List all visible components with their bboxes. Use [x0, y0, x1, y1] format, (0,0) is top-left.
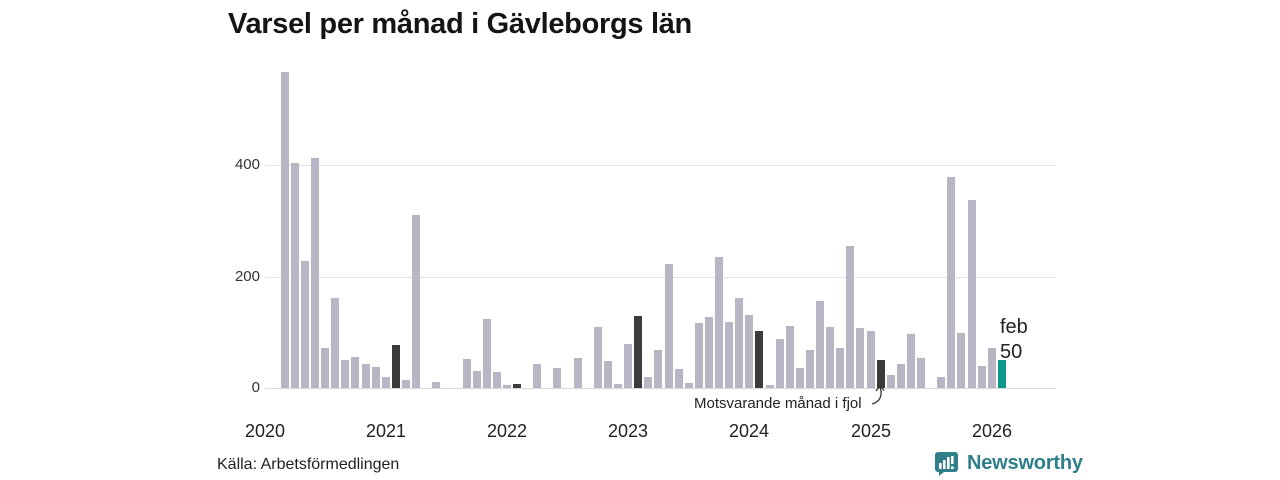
bar-2021-02 [392, 345, 400, 388]
bar-2023-01 [624, 344, 632, 388]
bar-2020-06 [311, 158, 319, 388]
bar-2024-02 [755, 331, 763, 388]
bar-2025-05 [907, 334, 915, 388]
bar-2022-02 [513, 384, 521, 388]
bar-2021-06 [432, 382, 440, 388]
bar-2024-09 [826, 327, 834, 388]
brand-name: Newsworthy [967, 452, 1083, 474]
gridline-y-400 [265, 165, 1056, 166]
bar-2020-11 [362, 364, 370, 388]
comparison-annotation: Motsvarande månad i fjol [694, 395, 862, 412]
bar-2023-12 [735, 298, 743, 388]
bar-2022-01 [503, 385, 511, 388]
bar-2024-07 [806, 350, 814, 388]
bar-2020-07 [321, 348, 329, 388]
bar-2021-03 [402, 380, 410, 388]
highlight-month: feb [1000, 316, 1028, 338]
bar-2025-01 [867, 331, 875, 388]
x-tick-label-2022: 2022 [486, 421, 528, 441]
bar-2024-03 [766, 385, 774, 388]
bar-2025-03 [887, 375, 895, 388]
x-tick-label-2023: 2023 [607, 421, 649, 441]
bar-2021-12 [493, 372, 501, 388]
bar-2025-02 [877, 360, 885, 388]
bar-2023-11 [725, 322, 733, 388]
bar-2024-04 [776, 339, 784, 388]
highlight-value: 50 [1000, 341, 1023, 363]
bar-2025-12 [978, 366, 986, 388]
bar-2023-04 [654, 350, 662, 388]
bar-2023-08 [695, 323, 703, 388]
bar-2023-09 [705, 317, 713, 388]
annotation-arrow-icon [871, 384, 885, 405]
y-tick-label-200: 200 [234, 268, 260, 285]
bar-2023-03 [644, 377, 652, 388]
bar-2022-12 [614, 384, 622, 388]
bar-2021-04 [412, 215, 420, 388]
bar-2021-11 [483, 319, 491, 388]
bar-2024-05 [786, 326, 794, 388]
bar-2022-06 [553, 368, 561, 388]
y-tick-label-0: 0 [251, 379, 260, 396]
x-tick-label-2024: 2024 [728, 421, 770, 441]
bar-2026-02 [998, 360, 1006, 388]
bar-2020-04 [291, 163, 299, 388]
bar-2024-11 [846, 246, 854, 388]
source-label: Källa: Arbetsförmedlingen [217, 456, 400, 473]
x-tick-label-2026: 2026 [971, 421, 1013, 441]
bar-2023-06 [675, 369, 683, 388]
bar-2025-08 [937, 377, 945, 388]
x-tick-label-2020: 2020 [244, 421, 286, 441]
bar-2024-12 [856, 328, 864, 388]
bar-2021-09 [463, 359, 471, 388]
bar-2022-10 [594, 327, 602, 388]
bar-2026-01 [988, 348, 996, 388]
bar-2023-05 [665, 264, 673, 388]
bar-2024-10 [836, 348, 844, 388]
bar-2023-10 [715, 257, 723, 388]
bar-2024-01 [745, 315, 753, 388]
bar-2025-11 [968, 200, 976, 388]
bar-2025-06 [917, 358, 925, 388]
bar-2020-12 [372, 367, 380, 388]
bar-2020-05 [301, 261, 309, 388]
x-tick-label-2025: 2025 [850, 421, 892, 441]
highlight-label: feb 50 [1000, 315, 1028, 365]
bar-2025-04 [897, 364, 905, 388]
bar-2021-10 [473, 371, 481, 388]
bar-2025-10 [957, 333, 965, 388]
gridline-y-0 [265, 388, 1056, 389]
y-tick-label-400: 400 [234, 156, 260, 173]
chart-title: Varsel per månad i Gävleborgs län [228, 8, 692, 40]
newsworthy-bubble-chart-icon [935, 452, 958, 476]
bar-2022-08 [574, 358, 582, 388]
bar-2023-07 [685, 383, 693, 388]
bar-2022-04 [533, 364, 541, 388]
newsworthy-logo: Newsworthy [933, 450, 1083, 477]
bar-2020-08 [331, 298, 339, 388]
bar-2020-10 [351, 357, 359, 388]
bar-2020-09 [341, 360, 349, 388]
bar-2023-02 [634, 316, 642, 388]
bar-2020-03 [281, 72, 289, 388]
bar-2025-09 [947, 177, 955, 388]
gridline-y-200 [265, 277, 1056, 278]
bar-2022-11 [604, 361, 612, 388]
bar-2024-08 [816, 301, 824, 388]
x-tick-label-2021: 2021 [365, 421, 407, 441]
bar-2021-01 [382, 377, 390, 388]
bar-2024-06 [796, 368, 804, 388]
